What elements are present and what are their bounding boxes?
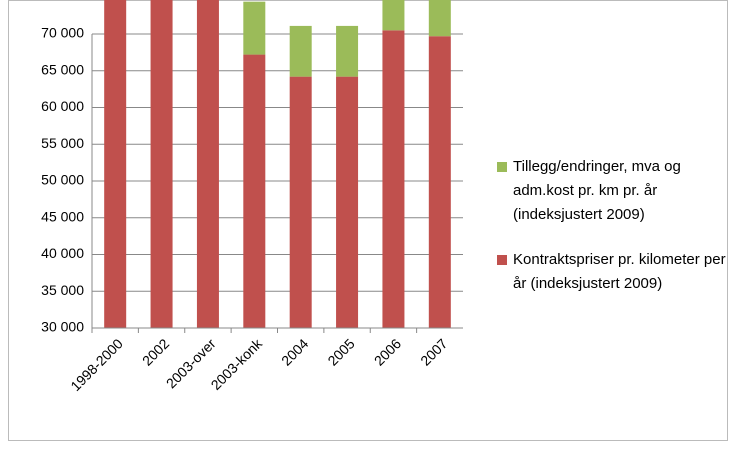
x-tick-label: 2002 — [139, 335, 172, 368]
bar-segment — [336, 25, 359, 77]
bar-segment — [289, 76, 312, 328]
y-tick-label: 60 000 — [41, 98, 84, 114]
bar-segment — [243, 54, 266, 329]
bar-segment — [150, 0, 173, 328]
legend-entry: Tillegg/endringer, mva og adm.kost pr. k… — [497, 155, 727, 227]
y-tick-label: 45 000 — [41, 208, 84, 224]
bar-segment — [336, 76, 359, 328]
y-tick-label: 50 000 — [41, 172, 84, 188]
chart-frame — [8, 0, 728, 441]
bar-segment — [196, 0, 219, 329]
bar-segment — [104, 0, 127, 328]
legend-label: Kontraktspriser pr. kilometer per år (in… — [513, 251, 726, 292]
y-tick-label: 40 000 — [41, 245, 84, 261]
bar-segment — [382, 30, 405, 328]
x-tick-label: 1998-2000 — [67, 335, 126, 394]
y-tick-label: 70 000 — [41, 25, 84, 41]
bar-segment — [243, 1, 266, 55]
x-tick-label: 2005 — [324, 335, 357, 368]
x-tick-label: 2007 — [417, 335, 450, 368]
y-tick-label: 35 000 — [41, 282, 84, 298]
x-tick-label: 2004 — [278, 335, 311, 368]
x-tick-label: 2006 — [371, 335, 404, 368]
legend-entry: Kontraktspriser pr. kilometer per år (in… — [497, 248, 727, 296]
bar-segment — [428, 36, 451, 329]
bar-segment — [428, 0, 451, 37]
y-tick-label: 55 000 — [41, 135, 84, 151]
legend-swatch — [497, 255, 507, 265]
y-tick-label: 65 000 — [41, 61, 84, 77]
legend-swatch — [497, 162, 507, 172]
bar-segment — [382, 0, 405, 31]
legend-label: Tillegg/endringer, mva og adm.kost pr. k… — [513, 158, 681, 223]
x-tick-label: 2003-konk — [208, 335, 266, 393]
y-tick-label: 30 000 — [41, 319, 84, 335]
bar-segment — [289, 25, 312, 77]
